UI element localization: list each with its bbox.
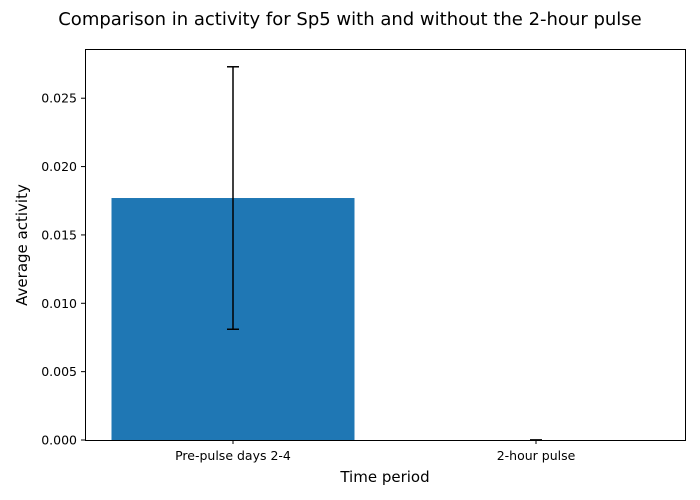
- y-tick-label-3: 0.015: [41, 227, 77, 242]
- y-tick-label-4: 0.020: [41, 159, 77, 174]
- error-bar-0: [227, 66, 239, 331]
- x-axis-ticks: Pre-pulse days 2-4 2-hour pulse: [175, 440, 576, 463]
- y-axis-label: Average activity: [13, 184, 31, 306]
- y-tick-label-0: 0.000: [41, 433, 77, 448]
- y-tick-label-5: 0.025: [41, 91, 77, 106]
- x-axis-label: Time period: [339, 468, 429, 486]
- x-tick-label-1: 2-hour pulse: [497, 448, 576, 463]
- plot-frame: [85, 49, 686, 441]
- x-tick-label-0: Pre-pulse days 2-4: [175, 448, 291, 463]
- y-tick-label-2: 0.010: [41, 296, 77, 311]
- chart-title: Comparison in activity for Sp5 with and …: [58, 9, 642, 30]
- y-tick-label-1: 0.005: [41, 364, 77, 379]
- y-axis-ticks: 0.000 0.005 0.010 0.015 0.020 0.025: [41, 91, 85, 448]
